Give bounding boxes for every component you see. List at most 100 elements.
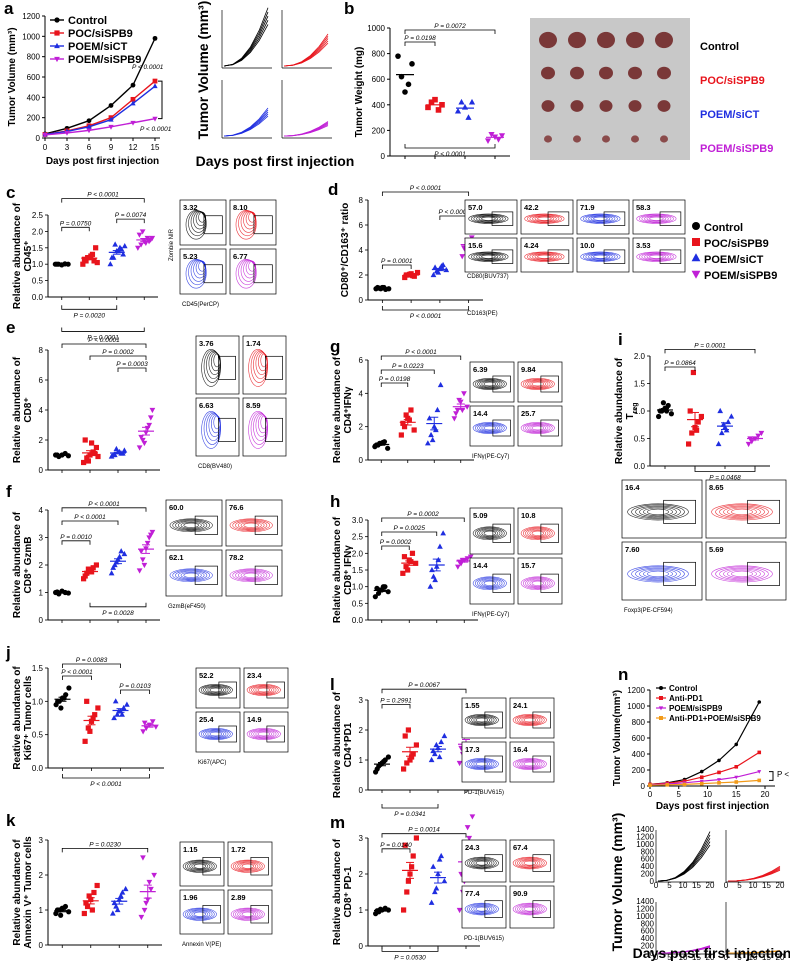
b-ylabel: Tumor Weight (mg) bbox=[354, 47, 365, 138]
a-legend-label: Control bbox=[68, 15, 107, 27]
j-contour bbox=[253, 730, 275, 738]
k-ylabel-line2: Annexin V⁺ Tumor cells bbox=[23, 836, 34, 949]
k-point-poem-sispb9 bbox=[146, 879, 153, 886]
k-contour bbox=[232, 908, 263, 920]
k-contour bbox=[182, 859, 217, 873]
c-point-poem-sict bbox=[120, 251, 127, 257]
e-gate bbox=[218, 417, 236, 442]
n-small-ytick-label: 0 bbox=[650, 949, 655, 958]
c-ylabel-line1: Relative abundance of bbox=[12, 202, 23, 309]
c-point-poc bbox=[91, 258, 97, 264]
d-contour bbox=[638, 252, 674, 262]
l-point-poc bbox=[402, 733, 408, 739]
f-contour bbox=[229, 568, 273, 583]
l-gate bbox=[484, 711, 503, 729]
n-small-xtick-label: 5 bbox=[737, 881, 742, 890]
m-contour bbox=[464, 856, 499, 870]
g-contour bbox=[477, 423, 503, 433]
f-contour bbox=[243, 572, 259, 578]
j-p-value-line bbox=[120, 689, 150, 694]
j-contour bbox=[248, 684, 279, 696]
l-contour bbox=[466, 758, 497, 770]
n-small-xtick-label: 10 bbox=[749, 953, 758, 962]
j-gate-percent: 52.2 bbox=[199, 671, 214, 680]
k-contour bbox=[237, 862, 259, 871]
g-p-value-line bbox=[380, 369, 435, 374]
i-contour bbox=[727, 569, 757, 579]
i-point-control bbox=[665, 402, 671, 409]
e-point-poem-sispb9 bbox=[136, 445, 143, 451]
n-small-ytick-label: 800 bbox=[641, 847, 655, 856]
n-marker bbox=[717, 781, 721, 785]
c-gate bbox=[203, 264, 223, 284]
k-gate bbox=[202, 857, 221, 876]
d-legend-marker bbox=[691, 253, 701, 262]
m-p-value: P = 0.0140 bbox=[380, 842, 412, 849]
tumor-sample bbox=[539, 31, 557, 49]
a-ytick-label: 800 bbox=[27, 53, 41, 62]
d-contour bbox=[524, 251, 565, 262]
g-point-poc bbox=[411, 427, 417, 433]
a-xtick-label: 9 bbox=[109, 143, 114, 152]
f-contour bbox=[175, 570, 208, 581]
n-small-ytick-label: 1000 bbox=[636, 840, 654, 849]
f-contour bbox=[177, 571, 205, 580]
f-point-poem-sispb9 bbox=[139, 557, 146, 563]
n-small-xtick-label: 15 bbox=[762, 953, 771, 962]
j-point-control bbox=[66, 685, 72, 691]
m-ytick-label: 3 bbox=[359, 834, 364, 843]
b-point bbox=[484, 138, 492, 144]
l-gate-percent: 24.1 bbox=[513, 701, 528, 710]
a-ytick-label: 0 bbox=[36, 134, 41, 143]
f-contour bbox=[177, 521, 205, 530]
panel-label-g: g bbox=[330, 337, 340, 356]
n-small-xtick-label: 10 bbox=[679, 953, 688, 962]
d-gate bbox=[603, 249, 626, 264]
d-gate-percent: 71.9 bbox=[580, 203, 595, 212]
k-point-control bbox=[58, 912, 64, 918]
a-line-0 bbox=[44, 38, 156, 135]
panel-label-h: h bbox=[330, 492, 340, 511]
i-p-value-line bbox=[694, 467, 756, 472]
j-flow-xlabel: Ki67(APC) bbox=[198, 760, 226, 766]
n-xlabel: Days post first injection bbox=[656, 801, 769, 812]
panel-label-i: i bbox=[618, 330, 623, 349]
i-point-poc bbox=[695, 419, 701, 425]
k-p-value-line bbox=[61, 848, 149, 853]
d-contour bbox=[649, 216, 664, 221]
k-contour bbox=[193, 911, 206, 917]
m-contour bbox=[466, 857, 497, 869]
i-contour bbox=[723, 506, 761, 518]
h-contour bbox=[527, 579, 549, 588]
e-gate bbox=[218, 355, 236, 380]
m-point-poc bbox=[401, 907, 407, 913]
d-contour bbox=[532, 253, 557, 260]
g-ytick-label: 4 bbox=[359, 389, 364, 398]
m-p-value-line bbox=[381, 947, 439, 952]
a-xtick-label: 0 bbox=[43, 143, 48, 152]
j-contour bbox=[203, 685, 229, 695]
j-point-poem-sispb9 bbox=[141, 720, 148, 726]
i-contour bbox=[643, 569, 673, 579]
d-flow-plot bbox=[576, 237, 630, 273]
a-legend-marker bbox=[54, 42, 60, 49]
c-gate-percent: 5.23 bbox=[183, 252, 198, 261]
n-marker bbox=[757, 750, 762, 755]
n-marker bbox=[757, 778, 762, 783]
d-point-poc bbox=[414, 269, 421, 276]
n-marker bbox=[717, 758, 721, 763]
j-contour bbox=[248, 728, 279, 740]
m-contour bbox=[512, 856, 547, 870]
c-point-poem-sispb9 bbox=[142, 240, 149, 246]
d-contour bbox=[588, 215, 613, 222]
e-point-control bbox=[65, 453, 71, 459]
h-contour bbox=[525, 528, 551, 539]
h-contour bbox=[525, 578, 551, 589]
c-contour bbox=[248, 260, 256, 272]
d-flow-xlabel-2: CD163(PE) bbox=[467, 311, 498, 317]
n-small-xtick-label: 20 bbox=[706, 881, 715, 890]
n-small-ytick-label: 400 bbox=[641, 934, 655, 943]
c-point-poem-sict bbox=[121, 243, 128, 249]
h-contour bbox=[527, 529, 549, 538]
d-point-poem-sict bbox=[430, 271, 437, 278]
